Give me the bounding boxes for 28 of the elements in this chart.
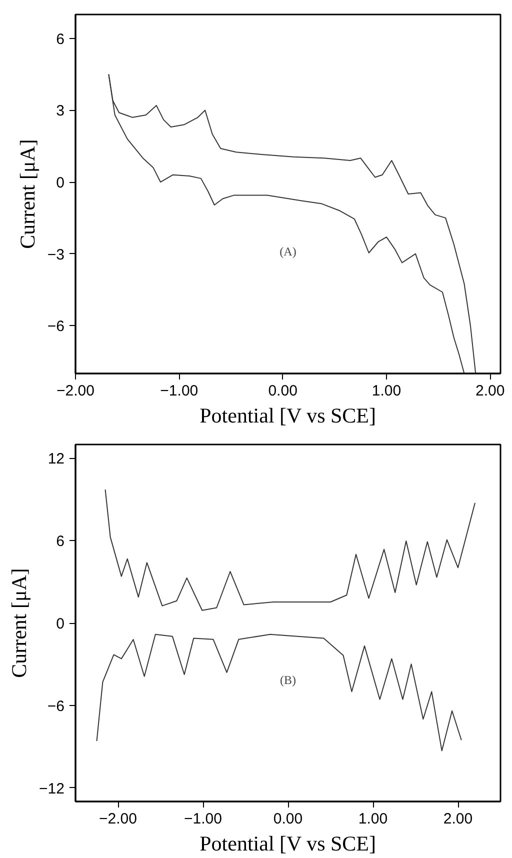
y-tick-label: 3: [56, 102, 64, 120]
y-axis-title: Current [μA]: [7, 568, 32, 678]
y-axis-title: Current [μA]: [15, 139, 40, 249]
y-tick-label: 0: [56, 174, 64, 192]
y-tick-label: −3: [47, 246, 65, 264]
x-tick-label: 2.00: [476, 382, 505, 400]
y-tick-label: −6: [47, 698, 65, 715]
x-tick-label: 0.00: [268, 382, 298, 400]
line-series: [104, 489, 476, 611]
x-tick-label: −1.00: [184, 810, 222, 828]
x-tick-label: 1.00: [372, 382, 402, 400]
x-tick-label: −2.00: [99, 810, 137, 828]
x-axis-title: Potential [V vs SCE]: [200, 832, 376, 856]
y-tick-label: −6: [47, 318, 65, 336]
x-axis-title: Potential [V vs SCE]: [200, 404, 376, 428]
x-tick-label: −2.00: [56, 382, 94, 400]
annotation: (B): [280, 673, 296, 688]
y-tick-label: 6: [56, 30, 64, 48]
y-tick-label: 0: [56, 616, 64, 632]
y-tick-label: −12: [39, 780, 65, 798]
x-tick-label: −1.00: [160, 382, 198, 400]
y-tick-label: 12: [48, 450, 65, 468]
annotation: (A): [280, 244, 296, 258]
line-series: [96, 634, 462, 752]
y-tick-label: 6: [56, 533, 64, 550]
x-tick-label: 2.00: [443, 810, 473, 828]
x-tick-label: 0.00: [273, 810, 303, 828]
x-tick-label: 1.00: [358, 810, 388, 828]
